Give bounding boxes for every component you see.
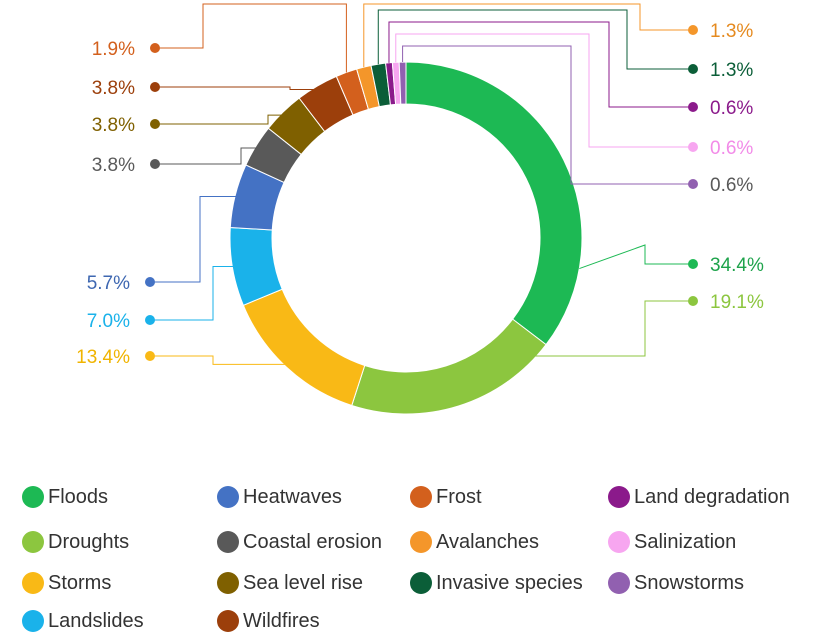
data-label-invasive-species: 1.3% [710,60,753,81]
legend-item-floods: Floods [22,482,108,512]
label-marker-landslides [145,315,155,325]
legend-swatch-sea-level-rise [217,572,239,594]
label-marker-sea-level-rise [150,119,160,129]
label-marker-droughts [688,296,698,306]
legend-swatch-invasive-species [410,572,432,594]
legend-item-frost: Frost [410,482,482,512]
legend-swatch-salinization [608,531,630,553]
legend-swatch-storms [22,572,44,594]
label-marker-salinization [688,142,698,152]
legend-label-avalanches: Avalanches [436,530,540,553]
legend-item-wildfires: Wildfires [217,606,320,636]
legend-item-storms: Storms [22,568,111,598]
data-label-heatwaves: 5.7% [87,273,130,294]
legend-swatch-frost [410,486,432,508]
data-label-land-degradation: 0.6% [710,98,753,119]
legend-label-invasive-species: Invasive species [436,571,583,594]
legend-item-droughts: Droughts [22,527,129,557]
legend-swatch-snowstorms [608,572,630,594]
leader-line-wildfires [155,86,320,91]
data-label-sea-level-rise: 3.8% [92,115,135,136]
legend-swatch-landslides [22,610,44,632]
donut-chart: 34.4% 19.1% 13.4% 7.0% 5.7% 3.8% 3.8% 3.8% 1.9% 1… [76,3,764,415]
leader-line-salinization [395,33,693,148]
label-marker-snowstorms [688,179,698,189]
data-label-coastal-erosion: 3.8% [92,155,135,176]
legend-label-droughts: Droughts [48,530,130,553]
legend-label-land-degradation: Land degradation [634,485,790,508]
legend-label-salinization: Salinization [634,530,737,553]
leader-line-avalanches [363,3,693,68]
legend-item-sea-level-rise: Sea level rise [217,568,363,598]
leader-line-land-degradation [388,21,693,108]
legend-item-salinization: Salinization [608,527,736,557]
label-marker-wildfires [150,82,160,92]
data-label-landslides: 7.0% [87,311,130,332]
leader-line-invasive-species [377,9,693,70]
legend-swatch-wildfires [217,610,239,632]
legend-item-invasive-species: Invasive species [410,568,583,598]
legend-label-frost: Frost [436,485,482,508]
legend-label-wildfires: Wildfires [243,609,320,632]
slice-storms [242,288,366,407]
label-marker-invasive-species [688,64,698,74]
legend-label-storms: Storms [48,571,112,594]
legend-item-land-degradation: Land degradation [608,482,790,512]
legend-label-floods: Floods [48,485,109,508]
legend-label-snowstorms: Snowstorms [634,571,745,594]
leader-line-landslides [150,265,237,321]
data-label-droughts: 19.1% [710,292,764,313]
label-marker-coastal-erosion [150,159,160,169]
legend-item-coastal-erosion: Coastal erosion [217,527,382,557]
leader-line-floods [579,244,693,270]
leader-line-coastal-erosion [155,147,260,165]
label-marker-frost [150,43,160,53]
data-label-frost: 1.9% [92,39,135,60]
legend-label-landslides: Landslides [48,609,144,632]
data-label-floods: 34.4% [710,255,764,276]
leader-line-heatwaves [150,195,240,283]
leader-line-storms [150,355,290,365]
slice-floods [405,61,583,346]
leader-line-frost [155,3,347,73]
legend-swatch-floods [22,486,44,508]
legend-swatch-avalanches [410,531,432,553]
legend-label-coastal-erosion: Coastal erosion [243,530,382,553]
label-marker-storms [145,351,155,361]
legend-item-heatwaves: Heatwaves [217,482,342,512]
leader-line-sea-level-rise [155,114,286,125]
legend-swatch-land-degradation [608,486,630,508]
legend-swatch-coastal-erosion [217,531,239,553]
legend-item-landslides: Landslides [22,606,144,636]
legend-swatch-heatwaves [217,486,239,508]
legend-item-snowstorms: Snowstorms [608,568,744,598]
leader-line-droughts [500,300,693,357]
legend-item-avalanches: Avalanches [410,527,539,557]
data-label-salinization: 0.6% [710,138,753,159]
label-marker-avalanches [688,25,698,35]
data-label-snowstorms: 0.6% [710,175,753,196]
label-marker-heatwaves [145,277,155,287]
legend-swatch-droughts [22,531,44,553]
label-marker-land-degradation [688,102,698,112]
leader-line-snowstorms [402,45,693,185]
data-label-wildfires: 3.8% [92,78,135,99]
legend-label-heatwaves: Heatwaves [243,485,342,508]
slice-snowstorms [398,61,407,105]
label-marker-floods [688,259,698,269]
data-label-avalanches: 1.3% [710,21,753,42]
slice-droughts [351,318,547,415]
data-label-storms: 13.4% [76,347,130,368]
legend-label-sea-level-rise: Sea level rise [243,571,364,594]
